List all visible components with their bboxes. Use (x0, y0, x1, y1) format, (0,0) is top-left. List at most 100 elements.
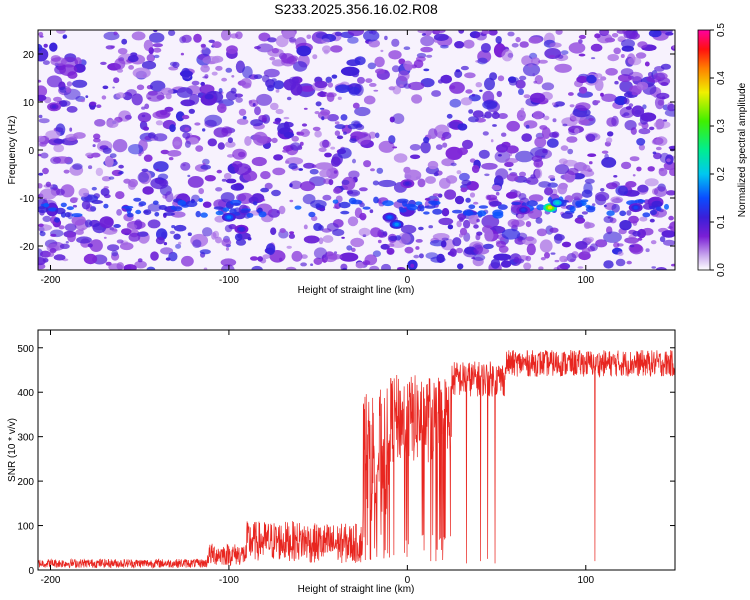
noise-blob (225, 247, 230, 251)
band-blob (585, 206, 596, 213)
noise-blob (456, 247, 463, 254)
noise-blob (436, 253, 445, 263)
noise-blob (143, 154, 153, 162)
noise-blob (172, 61, 180, 68)
noise-blob (208, 39, 215, 43)
noise-blob (363, 30, 380, 42)
colorbar-ticks: 0.0 0.1 0.2 0.3 0.4 0.5 (710, 23, 727, 277)
noise-blob (635, 52, 647, 59)
noise-blob (164, 106, 174, 112)
noise-blob (544, 187, 553, 196)
noise-blob (663, 239, 675, 246)
noise-blob (203, 267, 208, 270)
noise-blob (131, 31, 146, 41)
noise-blob (355, 261, 365, 269)
noise-blob (566, 136, 578, 143)
noise-blob (192, 239, 202, 248)
noise-blob (491, 112, 500, 119)
noise-blob (108, 263, 123, 270)
noise-blob (109, 153, 117, 159)
noise-blob (477, 57, 488, 65)
noise-blob (619, 106, 635, 119)
band-blob (651, 200, 663, 208)
noise-blob (102, 85, 109, 90)
noise-blob (441, 136, 446, 141)
band-blob (294, 205, 302, 210)
noise-blob (489, 72, 498, 81)
noise-blob (150, 251, 159, 261)
noise-blob (330, 146, 336, 150)
noise-blob (557, 183, 568, 195)
noise-blob (49, 42, 58, 52)
noise-blob (578, 34, 587, 40)
noise-blob (647, 166, 655, 172)
noise-blob (538, 59, 548, 64)
noise-blob (42, 60, 50, 65)
noise-blob (556, 264, 569, 270)
noise-blob (523, 262, 532, 270)
noise-blob (38, 223, 44, 228)
noise-blob (669, 221, 675, 232)
noise-blob (251, 156, 267, 167)
noise-blob (368, 39, 381, 48)
noise-blob (240, 78, 252, 88)
noise-blob (454, 195, 465, 205)
noise-blob (59, 86, 67, 93)
noise-blob (463, 219, 471, 229)
noise-blob (38, 47, 49, 62)
noise-blob (569, 104, 575, 108)
colorbar-label: Normalized spectral amplitude (737, 82, 748, 217)
snr-ticks: -200 -100 0 100 0 100 200 300 400 500 (17, 330, 675, 586)
noise-blob (265, 79, 276, 88)
noise-blob (176, 87, 193, 98)
noise-blob (421, 33, 426, 36)
noise-blob (614, 80, 619, 85)
noise-blob (347, 36, 359, 44)
noise-blob (465, 89, 473, 94)
noise-blob (603, 260, 614, 269)
band-blob (478, 205, 489, 209)
noise-blob (601, 93, 617, 103)
noise-blob (321, 228, 332, 233)
noise-blob (403, 60, 413, 69)
noise-blob (128, 144, 144, 155)
noise-blob (377, 239, 382, 244)
noise-blob (334, 124, 346, 130)
noise-blob (90, 205, 97, 212)
noise-blob (181, 67, 191, 80)
noise-blob (398, 58, 406, 65)
band-blob (649, 209, 658, 216)
noise-blob (326, 253, 343, 260)
noise-blob (283, 116, 290, 120)
noise-blob (581, 189, 593, 198)
noise-blob (184, 127, 190, 131)
noise-blob (424, 197, 431, 201)
noise-blob (611, 203, 620, 213)
noise-blob (148, 132, 156, 139)
noise-blob (147, 219, 161, 229)
y-tick-label: 20 (23, 50, 35, 61)
noise-blob (301, 254, 308, 259)
noise-blob (101, 176, 111, 182)
noise-blob (515, 36, 521, 43)
noise-blob (291, 135, 300, 142)
noise-blob (567, 167, 579, 176)
x-tick-label: -200 (40, 575, 60, 586)
spectral-peak (389, 219, 404, 229)
noise-blob (531, 155, 543, 162)
noise-blob (595, 191, 610, 202)
noise-blob (445, 146, 463, 160)
noise-blob (153, 161, 169, 172)
noise-blob (72, 204, 77, 208)
noise-blob (468, 213, 479, 225)
noise-blob (293, 61, 308, 72)
noise-blob (483, 243, 494, 249)
noise-blob (404, 169, 422, 181)
noise-blob (42, 215, 52, 222)
noise-blob (637, 184, 649, 193)
noise-blob (141, 106, 146, 110)
noise-blob (485, 194, 492, 201)
band-blob (492, 211, 504, 219)
noise-blob (473, 201, 479, 205)
noise-blob (525, 236, 535, 242)
